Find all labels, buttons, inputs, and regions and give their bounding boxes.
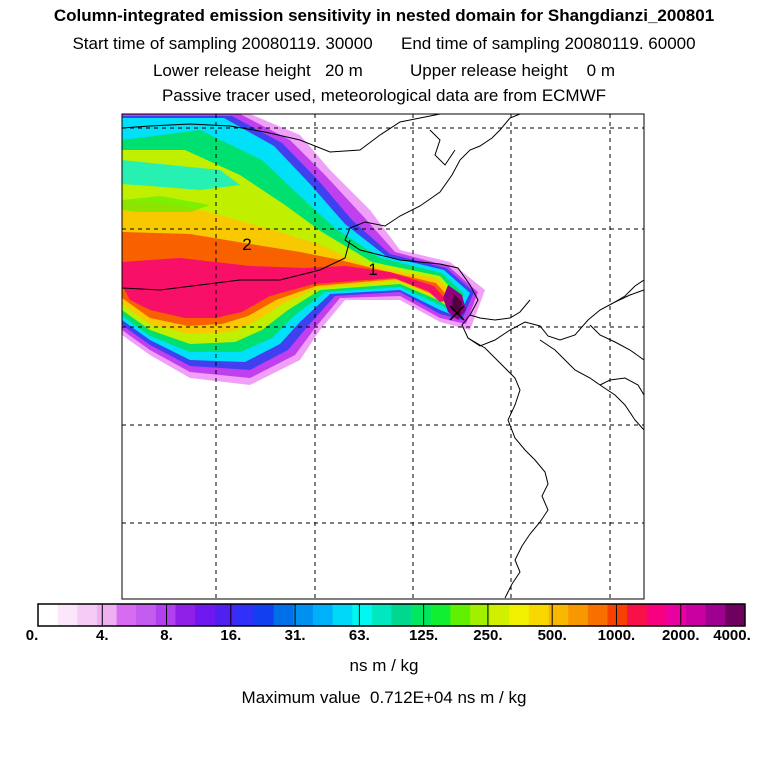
- colorbar-swatch: [352, 604, 373, 626]
- colorbar-swatch: [568, 604, 589, 626]
- colorbar-swatch: [234, 604, 255, 626]
- colorbar-swatch: [705, 604, 726, 626]
- colorbar-swatch: [430, 604, 451, 626]
- sampling-time-line: Start time of sampling 20080119. 30000 E…: [72, 34, 696, 53]
- colorbar-swatch: [509, 604, 530, 626]
- colorbar-swatch: [57, 604, 78, 626]
- map-title: Column-integrated emission sensitivity i…: [53, 6, 715, 25]
- colorbar-tick-label: 2000.: [661, 627, 700, 644]
- tracer-info-line: Passive tracer used, meteorological data…: [161, 86, 607, 105]
- colorbar-swatch: [175, 604, 196, 626]
- colorbar-swatch: [312, 604, 334, 626]
- coastline-border-lines: [122, 114, 644, 599]
- source-label-1: 1: [368, 260, 377, 279]
- map-frame: [121, 113, 645, 600]
- colorbar-tick-label: 250.: [473, 627, 503, 644]
- colorbar-swatch: [391, 604, 412, 626]
- colorbar-tick-label: 1000.: [597, 627, 636, 644]
- colorbar-tick-label: 8.: [160, 627, 173, 644]
- colorbar-frame: [37, 603, 746, 627]
- colorbar-swatch: [489, 604, 510, 626]
- colorbar-swatch: [136, 604, 157, 626]
- colorbar-swatch: [627, 604, 648, 626]
- colorbar-tick-label: 4.: [96, 627, 109, 644]
- colorbar-tick-label: 31.: [284, 627, 306, 644]
- colorbar-swatch: [77, 604, 98, 626]
- colorbar-swatch: [332, 604, 353, 626]
- colorbar-swatch: [293, 604, 314, 626]
- emission-sensitivity-plume: [122, 114, 485, 385]
- colorbar-swatch: [254, 604, 275, 626]
- colorbar-tick-label: 16.: [220, 627, 242, 644]
- colorbar-swatch: [686, 604, 707, 626]
- colorbar-swatch: [587, 604, 609, 626]
- colorbar-swatch: [548, 604, 569, 626]
- colorbar-swatch: [116, 604, 137, 626]
- colorbar: [37, 603, 746, 627]
- colorbar-swatch: [155, 604, 176, 626]
- receptor-marker-icon: [449, 305, 465, 321]
- colorbar-swatch: [96, 604, 118, 626]
- colorbar-swatch: [411, 604, 432, 626]
- colorbar-tick-label: 63.: [348, 627, 370, 644]
- release-height-line: Lower release height 20 m Upper release …: [152, 61, 616, 80]
- colorbar-tick-label: 125.: [409, 627, 439, 644]
- colorbar-swatch: [38, 604, 59, 626]
- colorbar-swatch: [666, 604, 687, 626]
- colorbar-tick-label: 500.: [537, 627, 567, 644]
- colorbar-swatch: [195, 604, 216, 626]
- colorbar-swatch: [528, 604, 550, 626]
- colorbar-swatch: [214, 604, 235, 626]
- colorbar-units: ns m / kg: [349, 656, 419, 675]
- source-label-2: 2: [242, 235, 251, 254]
- colorbar-swatch: [725, 604, 746, 626]
- colorbar-swatch: [450, 604, 471, 626]
- colorbar-swatch: [470, 604, 491, 626]
- colorbar-swatch: [371, 604, 392, 626]
- colorbar-swatch: [607, 604, 628, 626]
- colorbar-tick-label: 0.: [25, 627, 39, 644]
- colorbar-swatch: [273, 604, 294, 626]
- colorbar-tick-label: 4000.: [713, 627, 751, 644]
- lat-lon-grid: [122, 114, 644, 599]
- colorbar-swatch: [646, 604, 667, 626]
- maximum-value-note: Maximum value 0.712E+04 ns m / kg: [241, 688, 527, 707]
